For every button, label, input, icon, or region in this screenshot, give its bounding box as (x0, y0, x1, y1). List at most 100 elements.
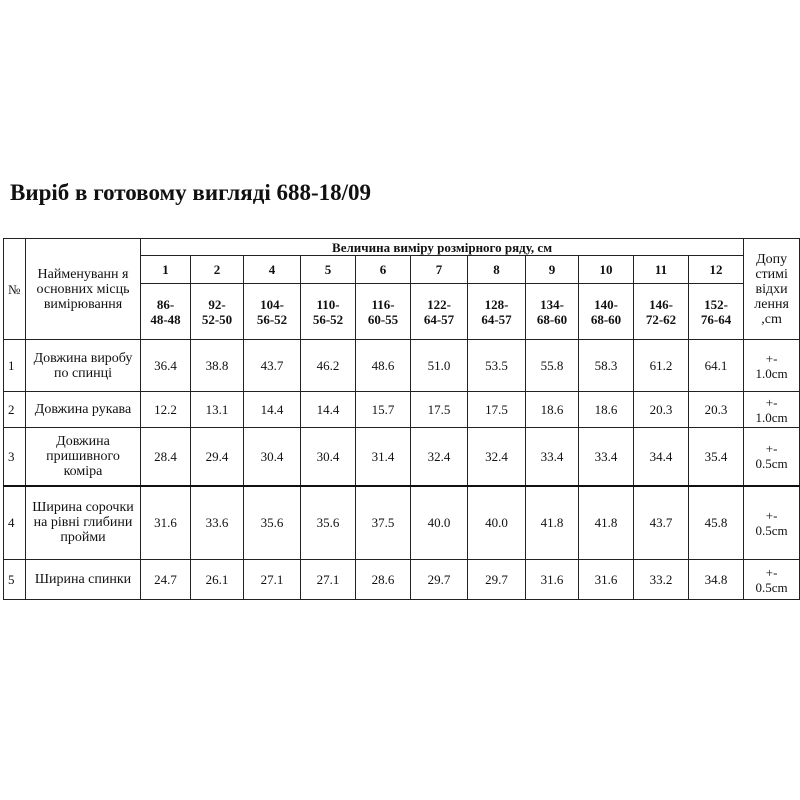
row-number: 1 (3, 339, 26, 392)
size-measure: 152- 76-64 (687, 283, 745, 340)
size-measure: 86- 48-48 (140, 283, 191, 340)
cell-value: 27.1 (300, 559, 356, 600)
row-name: Ширина спинки (25, 559, 141, 600)
row-number: 5 (3, 559, 26, 600)
row-name: Довжина виробу по спинці (25, 339, 141, 392)
cell-value: 30.4 (243, 427, 301, 486)
cell-value: 33.2 (633, 559, 689, 600)
cell-value: 35.4 (687, 427, 745, 486)
cell-value: 61.2 (633, 339, 689, 392)
cell-value: 53.5 (467, 339, 526, 392)
group-header: Величина виміру розмірного ряду, см (139, 238, 745, 256)
cell-value: 18.6 (525, 391, 579, 428)
cell-value: 29.7 (410, 559, 468, 600)
cell-value: 51.0 (410, 339, 468, 392)
cell-value: 18.6 (578, 391, 634, 428)
cell-value: 40.0 (410, 484, 468, 560)
size-measure: 134- 68-60 (525, 283, 579, 340)
size-number: 5 (300, 255, 356, 284)
table-row: № Найменуванн я основних місць вимірюванн… (3, 238, 800, 340)
cell-value: 31.6 (140, 484, 191, 560)
cell-value: 41.8 (578, 484, 634, 560)
cell-value: 15.7 (355, 391, 411, 428)
cell-value: 35.6 (243, 484, 301, 560)
cell-value: 37.5 (355, 484, 411, 560)
size-number: 11 (633, 255, 689, 284)
cell-value: 43.7 (633, 484, 689, 560)
cell-value: 32.4 (410, 427, 468, 486)
size-number: 7 (410, 255, 468, 284)
table-row: 4 Ширина сорочки на рівні глибини пройми 3… (3, 484, 800, 560)
size-number: 12 (687, 255, 745, 284)
cell-value: 31.4 (355, 427, 411, 486)
cell-value: 48.6 (355, 339, 411, 392)
cell-value: 46.2 (300, 339, 356, 392)
title: Виріб в готовому вигляді 688-18/09 (10, 180, 372, 205)
cell-value: 14.4 (243, 391, 301, 428)
cell-value: 29.7 (467, 559, 526, 600)
cell-value: 33.6 (190, 484, 244, 560)
size-measure: 146- 72-62 (633, 283, 689, 340)
cell-value: 36.4 (140, 339, 191, 392)
cell-value: 28.6 (355, 559, 411, 600)
cell-value: 20.3 (633, 391, 689, 428)
cell-value: 28.4 (140, 427, 191, 486)
cell-value: 33.4 (578, 427, 634, 486)
size-measure: 104- 56-52 (243, 283, 301, 340)
cell-value: 30.4 (300, 427, 356, 486)
cell-value: 55.8 (525, 339, 579, 392)
size-measure: 110- 56-52 (300, 283, 356, 340)
size-measure: 92- 52-50 (190, 283, 244, 340)
cell-value: 31.6 (578, 559, 634, 600)
row-number: 4 (3, 484, 26, 560)
tolerance: +- 0.5cm (743, 427, 800, 486)
cell-value: 58.3 (578, 339, 634, 392)
cell-value: 33.4 (525, 427, 579, 486)
cell-value: 34.8 (687, 559, 745, 600)
table-row: 3 Довжина пришивного коміра 28.4 29.4 30.4 30… (3, 427, 800, 486)
table-row: 2 Довжина рукава 12.2 13.1 14.4 14.4 15.7 17.5 1… (3, 391, 800, 428)
size-number: 1 (140, 255, 191, 284)
size-number: 9 (525, 255, 579, 284)
cell-value: 41.8 (525, 484, 579, 560)
tolerance: +- 1.0cm (743, 391, 800, 428)
size-number: 10 (578, 255, 634, 284)
cell-value: 45.8 (687, 484, 745, 560)
cell-value: 29.4 (190, 427, 244, 486)
size-number: 8 (467, 255, 526, 284)
size-number: 6 (355, 255, 411, 284)
cell-value: 26.1 (190, 559, 244, 600)
size-number: 4 (243, 255, 301, 284)
table-row: 86- 48-48 92- 52-50 104- 56-52 110- 56-52 11… (4, 283, 800, 340)
name-header: Найменуванн я основних місць вимірювання (25, 238, 141, 340)
size-table: № Найменуванн я основних місць вимірюванн… (3, 238, 800, 600)
row-name: Довжина рукава (25, 391, 141, 428)
cell-value: 13.1 (190, 391, 244, 428)
size-measure: 128- 64-57 (467, 283, 526, 340)
table-row: 1 Довжина виробу по спинці 36.4 38.8 43.7 46.… (3, 339, 800, 392)
tolerance-header: Допу стимі відхи лення ,cm (743, 238, 800, 340)
size-measure: 116- 60-55 (355, 283, 411, 340)
cell-value: 27.1 (243, 559, 301, 600)
tolerance: +- 1.0cm (743, 339, 800, 392)
cell-value: 12.2 (140, 391, 191, 428)
cell-value: 31.6 (525, 559, 579, 600)
cell-value: 35.6 (300, 484, 356, 560)
cell-value: 20.3 (687, 391, 745, 428)
row-number: 2 (3, 391, 26, 428)
size-measure: 122- 64-57 (410, 283, 468, 340)
cell-value: 17.5 (410, 391, 468, 428)
row-name: Довжина пришивного коміра (25, 427, 141, 486)
tolerance: +- 0.5cm (743, 559, 800, 600)
cell-value: 32.4 (467, 427, 526, 486)
cell-value: 64.1 (687, 339, 745, 392)
cell-value: 43.7 (243, 339, 301, 392)
cell-value: 40.0 (467, 484, 526, 560)
table-row: 5 Ширина спинки 24.7 26.1 27.1 27.1 28.6 29.7 29… (3, 559, 800, 600)
cell-value: 17.5 (467, 391, 526, 428)
row-name: Ширина сорочки на рівні глибини пройми (25, 484, 141, 560)
cell-value: 38.8 (190, 339, 244, 392)
size-measure: 140- 68-60 (578, 283, 634, 340)
table-body: № Найменуванн я основних місць вимірюванн… (3, 238, 800, 600)
cell-value: 14.4 (300, 391, 356, 428)
